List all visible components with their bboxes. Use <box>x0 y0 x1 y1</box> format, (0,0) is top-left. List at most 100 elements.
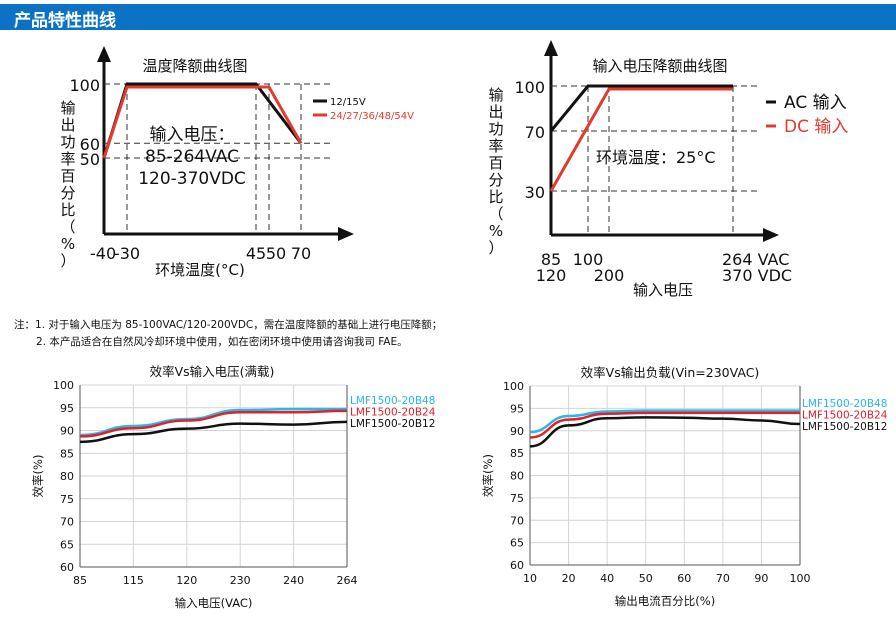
voltage-y-label: 功 <box>488 120 503 138</box>
voltage-y-label: 比 <box>488 188 503 206</box>
eff-load-x-tick: 70 <box>716 572 730 585</box>
voltage-y-label: 百 <box>488 154 503 172</box>
eff-load-legend-label: LMF1500-20B48 <box>802 398 887 410</box>
temp-series-1 <box>102 85 303 159</box>
eff-load-y-label: 效率(%) <box>481 454 495 497</box>
voltage-legend-label: AC 输入 <box>784 93 847 113</box>
temp-y-label: ） <box>60 252 75 270</box>
note-2: 2. 本产品适合在自然风冷却环境中使用，如在密闭环境中使用请咨询我司 FAE。 <box>36 336 408 348</box>
eff-load-x-label: 输出电流百分比(%) <box>615 594 715 608</box>
voltage-y-label: 出 <box>488 103 503 121</box>
eff-vin-y-tick: 70 <box>60 516 74 529</box>
eff-vin-y-tick: 75 <box>60 493 74 506</box>
eff-load-series-1 <box>529 411 800 439</box>
temp-y-label: 比 <box>60 201 75 219</box>
eff-load-y-tick: 90 <box>510 425 524 438</box>
eff-load-series-2 <box>529 416 801 448</box>
temp-y-tick: 60 <box>80 135 100 154</box>
eff-vin-y-tick: 95 <box>60 402 74 415</box>
eff-load-y-tick: 95 <box>510 402 524 415</box>
eff-vin-x-tick: 230 <box>230 574 251 587</box>
eff-load-x-tick: 60 <box>677 572 691 585</box>
voltage-y-label: 率 <box>488 137 503 155</box>
temp-annotation: 输入电压： <box>150 125 235 145</box>
voltage-series-1 <box>549 87 733 192</box>
eff-load-y-tick: 60 <box>510 559 524 572</box>
eff-vin-legend-label: LMF1500-20B48 <box>350 395 435 407</box>
voltage-x-label: 输入电压 <box>633 281 693 299</box>
eff-vin-y-tick: 90 <box>60 425 74 438</box>
eff-load-y-tick: 70 <box>510 514 524 527</box>
voltage-x-tick-ac: 264 VAC <box>722 250 789 269</box>
eff-load-x-tick: 100 <box>790 572 811 585</box>
voltage-series-0 <box>549 84 733 132</box>
temp-x-tick: 70 <box>291 244 311 263</box>
voltage-y-tick: 30 <box>525 183 545 202</box>
eff-vin-series-1 <box>79 409 348 438</box>
eff-vin-y-tick: 80 <box>60 470 74 483</box>
eff-load-title: 效率Vs输出负载(Vin=230VAC) <box>581 365 760 380</box>
eff-vin-x-tick: 85 <box>73 574 87 587</box>
eff-vin-y-tick: 60 <box>60 561 74 574</box>
voltage-y-label: ） <box>488 239 503 257</box>
note-1: 1. 对于输入电压为 85-100VAC/120-200VDC，需在温度降额的基… <box>35 319 443 331</box>
temp-x-tick: -40 <box>90 244 116 263</box>
voltage-x-tick-dc: 120 <box>536 266 567 285</box>
eff-load-y-tick: 85 <box>510 447 524 460</box>
temp-y-label: 输 <box>60 99 75 117</box>
temp-legend-label: 12/15V <box>330 97 366 108</box>
notes: 注：1. 对于输入电压为 85-100VAC/120-200VDC，需在温度降额… <box>14 317 442 351</box>
temp-chart-x-arrow-icon <box>338 227 354 241</box>
section-header: 产品特性曲线 <box>0 4 896 31</box>
voltage-x-tick-dc: 370 VDC <box>722 266 792 285</box>
eff-vin-y-tick: 65 <box>60 538 74 551</box>
temp-y-label: 百 <box>60 167 75 185</box>
temp-y-label: 出 <box>60 116 75 134</box>
temp-y-label: （ <box>60 218 75 236</box>
voltage-y-label: 输 <box>488 86 503 104</box>
voltage-y-label: （ <box>488 205 503 223</box>
temp-x-label: 环境温度(°C) <box>155 261 245 279</box>
voltage-x-tick-ac: 85 <box>541 250 561 269</box>
temp-legend-label: 24/27/36/48/54V <box>330 111 414 122</box>
eff-load-x-tick: 50 <box>639 572 653 585</box>
temp-y-label: % <box>61 235 75 253</box>
eff-load-legend-label: LMF1500-20B12 <box>802 421 887 433</box>
temp-x-tick: -30 <box>114 244 140 263</box>
eff-load-x-tick: 10 <box>523 572 537 585</box>
temp-x-tick: 50 <box>266 244 286 263</box>
voltage-legend-label: DC 输入 <box>784 117 848 137</box>
eff-load-y-tick: 100 <box>503 380 524 393</box>
eff-load-legend-label: LMF1500-20B24 <box>802 410 888 422</box>
voltage-x-tick-ac: 100 <box>573 250 604 269</box>
voltage-annotation: 环境温度：25°C <box>596 148 716 167</box>
section-title: 产品特性曲线 <box>14 11 116 31</box>
temp-y-tick: 50 <box>80 150 100 169</box>
eff-load-y-tick: 75 <box>510 492 524 505</box>
voltage-y-label: % <box>489 222 503 240</box>
temp-chart-y-arrow-icon <box>97 46 111 62</box>
eff-vin-legend-label: LMF1500-20B24 <box>350 407 436 419</box>
eff-vin-x-tick: 115 <box>123 574 144 587</box>
voltage-x-tick-dc: 200 <box>594 266 625 285</box>
eff-vin-series-2 <box>79 420 348 444</box>
temp-y-label: 分 <box>60 184 75 202</box>
eff-vin-title: 效率Vs输入电压(满载) <box>150 364 275 379</box>
eff-load-series-0 <box>529 409 800 434</box>
eff-vin-legend-label: LMF1500-20B12 <box>350 418 435 430</box>
eff-load-x-tick: 40 <box>600 572 614 585</box>
temp-y-label: 率 <box>60 150 75 168</box>
eff-load-y-tick: 80 <box>510 470 524 483</box>
eff-vin-y-label: 效率(%) <box>31 455 45 498</box>
voltage-chart-y-arrow-icon <box>544 40 558 56</box>
voltage-chart-x-arrow-icon <box>763 228 779 242</box>
temp-chart-title: 温度降额曲线图 <box>142 57 247 75</box>
temp-y-tick: 100 <box>69 76 100 95</box>
eff-load-x-tick: 90 <box>754 572 768 585</box>
temp-annotation: 85-264VAC <box>145 147 239 167</box>
eff-vin-series-0 <box>79 407 347 437</box>
voltage-y-label: 分 <box>488 171 503 189</box>
temp-y-label: 功 <box>60 133 75 151</box>
eff-load-y-tick: 65 <box>510 537 524 550</box>
